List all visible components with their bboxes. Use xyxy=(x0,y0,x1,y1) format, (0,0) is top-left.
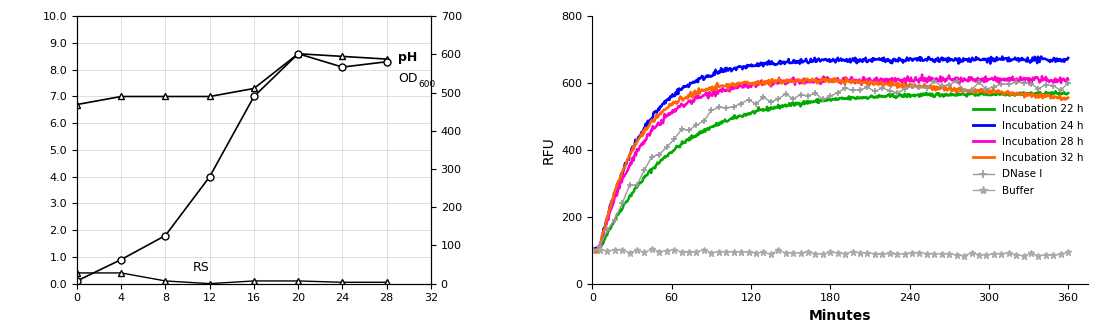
Text: pH: pH xyxy=(398,51,417,64)
Text: RS: RS xyxy=(193,261,210,274)
X-axis label: Minutes: Minutes xyxy=(809,309,872,323)
Y-axis label: RFU: RFU xyxy=(542,136,556,164)
Text: 600: 600 xyxy=(419,80,436,89)
Text: OD: OD xyxy=(398,72,418,85)
Legend: Incubation 22 h, Incubation 24 h, Incubation 28 h, Incubation 32 h, DNase I, Buf: Incubation 22 h, Incubation 24 h, Incuba… xyxy=(968,100,1088,200)
